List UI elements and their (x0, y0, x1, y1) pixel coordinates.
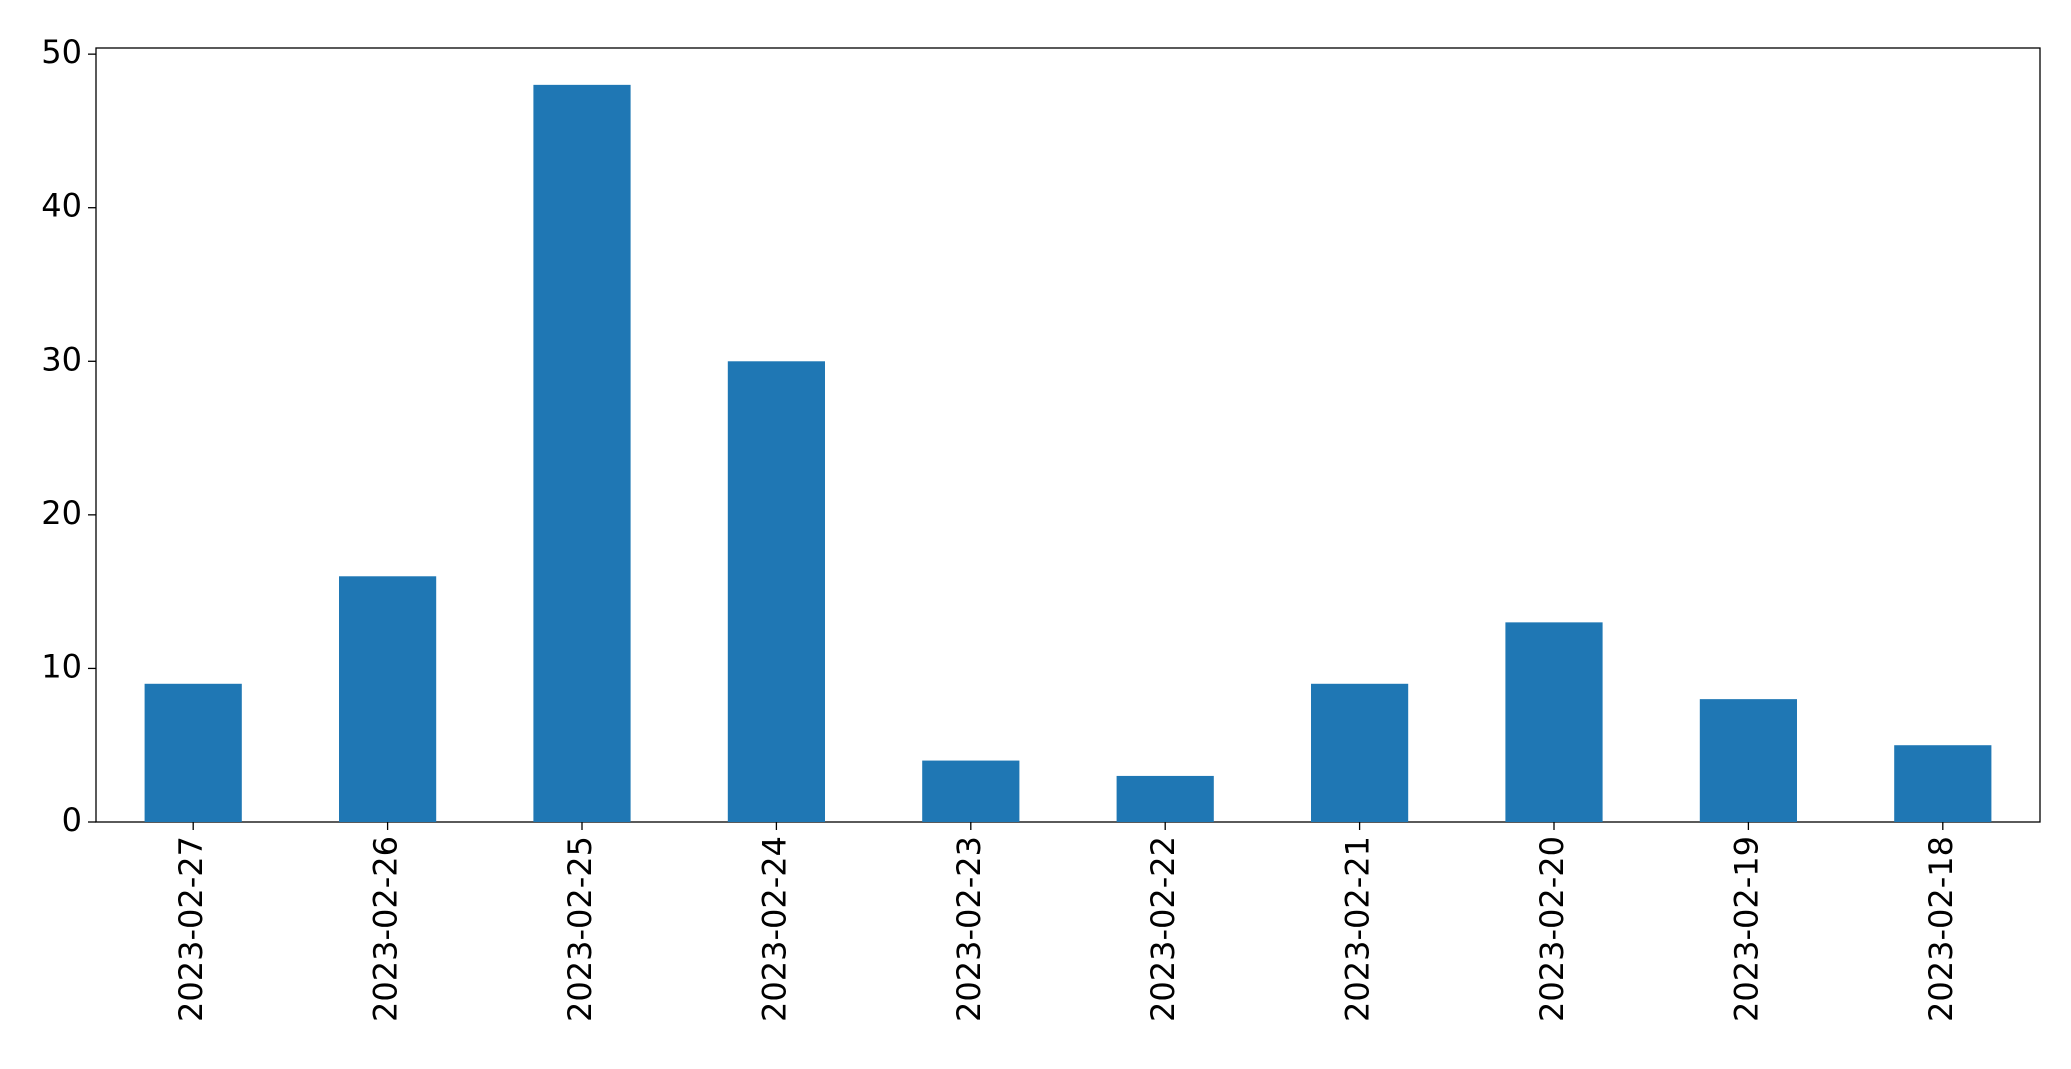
x-tick-label: 2023-02-24 (755, 836, 793, 1022)
y-tick-label: 30 (41, 340, 82, 378)
x-tick-label: 2023-02-20 (1533, 836, 1571, 1022)
x-tick-label: 2023-02-27 (172, 836, 210, 1022)
bar (1311, 683, 1409, 822)
x-tick-label: 2023-02-25 (561, 836, 599, 1022)
bar (144, 683, 242, 822)
plot-frame (95, 47, 2041, 823)
bar (1699, 699, 1797, 822)
y-tick-label: 40 (41, 187, 82, 225)
bar (1116, 775, 1214, 822)
bar (533, 84, 631, 823)
bar (339, 576, 437, 822)
x-tick-label: 2023-02-23 (950, 836, 988, 1022)
bar (922, 760, 1020, 822)
y-tick-label: 50 (41, 33, 82, 71)
y-tick-label: 0 (62, 801, 82, 839)
bar (727, 361, 825, 822)
x-tick-label: 2023-02-22 (1144, 836, 1182, 1022)
bar (1505, 622, 1603, 822)
x-tick-label: 2023-02-21 (1339, 836, 1377, 1022)
x-tick-label: 2023-02-19 (1727, 836, 1765, 1022)
y-tick-label: 10 (41, 647, 82, 685)
y-tick-label: 20 (41, 494, 82, 532)
x-tick-label: 2023-02-18 (1922, 836, 1960, 1022)
bar (1894, 745, 1992, 822)
x-tick-label: 2023-02-26 (367, 836, 405, 1022)
